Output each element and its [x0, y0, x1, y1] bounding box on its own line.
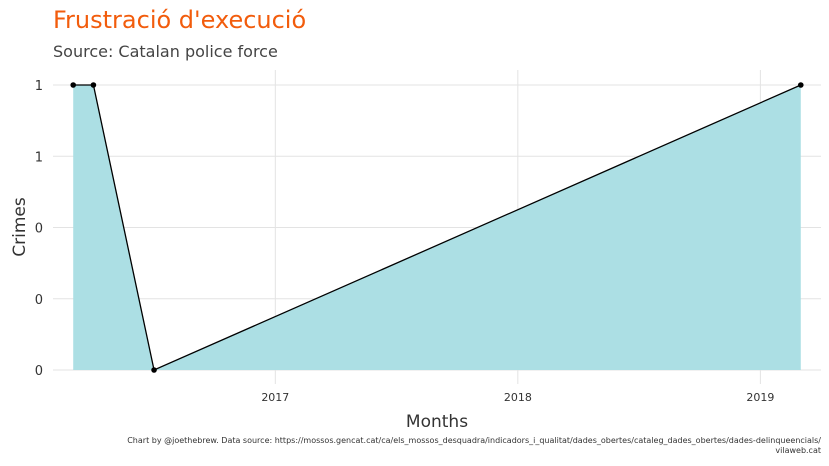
y-tick-label: 0 [35, 222, 43, 237]
caption-source: Chart by @joethebrew. Data source: https… [127, 436, 821, 445]
x-tick-label: 2018 [504, 391, 532, 404]
tick-labels: 0 0 0 1 1 2017 2018 2019 [35, 79, 775, 404]
y-tick-label: 0 [35, 364, 43, 379]
data-point [90, 82, 97, 88]
data-point [70, 82, 77, 88]
area-layer [70, 82, 804, 373]
x-axis-label: Months [406, 412, 468, 432]
y-tick-label: 1 [35, 150, 43, 165]
y-tick-label: 0 [35, 293, 43, 308]
series-line [73, 84, 802, 371]
x-tick-label: 2019 [746, 391, 774, 404]
chart-title: Frustració d'execució [53, 6, 307, 34]
data-point [797, 82, 804, 88]
area-fill [73, 85, 801, 370]
chart-caption: Chart by @joethebrew. Data source: https… [127, 436, 821, 456]
data-point [151, 367, 157, 373]
caption-site: vilaweb.cat [775, 446, 821, 455]
x-tick-label: 2017 [261, 391, 289, 404]
chart-subtitle: Source: Catalan police force [53, 42, 278, 61]
y-axis-label: Crimes [10, 197, 30, 257]
y-tick-label: 1 [35, 79, 43, 94]
